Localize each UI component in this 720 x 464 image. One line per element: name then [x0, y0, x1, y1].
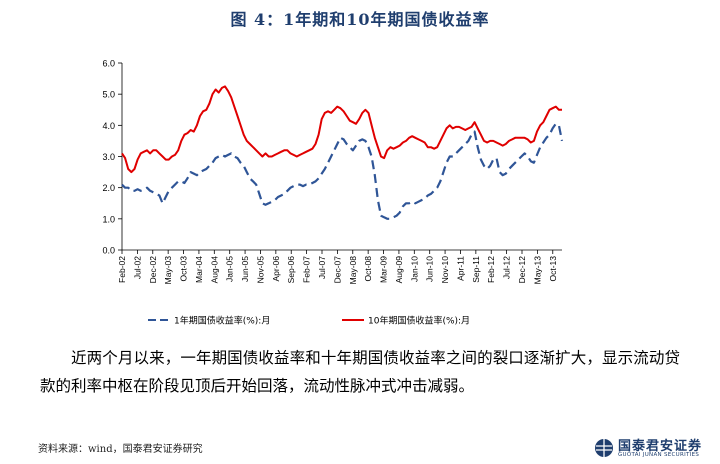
- y-tick-label: 0.0: [102, 246, 115, 256]
- x-tick-label: May-13: [532, 256, 542, 285]
- legend-label: 10年期国债收益率(%):月: [368, 315, 470, 327]
- x-tick-label: Oct-13: [548, 256, 558, 282]
- x-tick-label: Nov-05: [255, 256, 265, 284]
- x-tick-label: Apr-06: [271, 256, 281, 282]
- y-tick-label: 1.0: [102, 214, 115, 224]
- x-tick-label: Mar-09: [379, 256, 389, 283]
- x-tick-label: Jun-05: [240, 256, 250, 282]
- company-logo: 国泰君安证券 GUOTAI JUNAN SECURITIES: [556, 432, 720, 462]
- x-tick-label: Dec-12: [517, 256, 527, 284]
- x-tick-label: Feb-12: [486, 256, 496, 283]
- x-tick-label: Feb-02: [117, 256, 127, 283]
- x-tick-label: Apr-11: [455, 256, 465, 281]
- x-tick-label: Oct-08: [363, 256, 373, 282]
- series-10y-line: [121, 85, 562, 174]
- series-1y-line: [121, 122, 564, 220]
- y-tick-label: 2.0: [102, 183, 115, 193]
- y-tick-label: 3.0: [102, 152, 115, 162]
- x-tick-label: Dec-07: [332, 256, 342, 284]
- y-tick-label: 6.0: [102, 59, 115, 69]
- x-tick-label: Jan-10: [409, 256, 419, 282]
- yield-chart: 0.0 1.0 2.0 3.0 4.0 5.0 6.0 Feb-02 Jul-02 Dec-02…: [102, 59, 564, 327]
- x-tick-label: Mar-04: [194, 256, 204, 283]
- legend: 1年期国债收益率(%):月 10年期国债收益率(%):月: [148, 315, 470, 327]
- x-tick-label: Jan-05: [225, 256, 235, 282]
- y-axis: 0.0 1.0 2.0 3.0 4.0 5.0 6.0: [102, 59, 123, 256]
- x-tick-label: Aug-09: [394, 256, 404, 284]
- x-tick-label: Sep-11: [471, 256, 481, 283]
- x-tick-label: May-03: [163, 256, 173, 285]
- x-axis: Feb-02 Jul-02 Dec-02 May-03 Oct-03 Mar-04 Aug-…: [117, 249, 562, 285]
- x-tick-label: Feb-07: [302, 256, 312, 283]
- legend-label: 1年期国债收益率(%):月: [174, 315, 270, 327]
- globe-logo-icon: [595, 439, 613, 457]
- y-tick-label: 4.0: [102, 121, 115, 131]
- x-tick-label: Sep-06: [286, 256, 296, 284]
- x-tick-label: May-08: [348, 256, 358, 285]
- plot-series: [121, 85, 564, 220]
- x-tick-label: Jul-07: [317, 256, 327, 279]
- x-tick-label: Oct-03: [179, 256, 189, 282]
- x-tick-label: Jun-10: [425, 256, 435, 282]
- x-tick-label: Dec-02: [148, 256, 158, 284]
- logo-name-cn: 国泰君安证券: [618, 439, 703, 454]
- y-tick-label: 5.0: [102, 90, 115, 100]
- figure-title: 图 4：1年期和10年期国债收益率: [230, 10, 490, 29]
- x-tick-label: Jul-02: [132, 256, 142, 279]
- commentary-paragraph: 近两个月以来，一年期国债收益率和十年期国债收益率之间的裂口逐渐扩大，显示流动贷款…: [40, 349, 680, 395]
- x-tick-label: Jul-12: [502, 256, 512, 279]
- x-tick-label: Nov-10: [440, 256, 450, 284]
- logo-name-en: GUOTAI JUNAN SECURITIES: [618, 452, 700, 458]
- source-note: 资料来源：wind，国泰君安证券研究: [38, 444, 203, 455]
- x-tick-label: Aug-04: [209, 256, 219, 284]
